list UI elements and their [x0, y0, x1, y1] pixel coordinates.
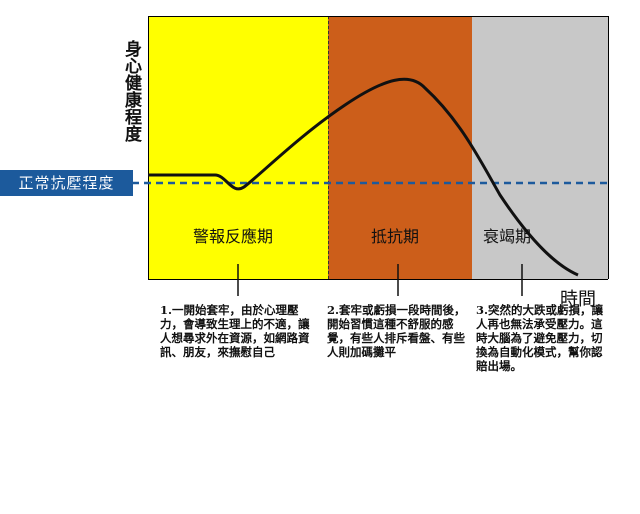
phase-label-resistance: 抵抗期 — [371, 227, 420, 246]
resistance-phase-zone — [328, 16, 474, 279]
note-resistance-phase: 2.套牢或虧損一段時間後，開始習慣這種不舒服的感覺，有些人排斥看盤、有些人則加碼… — [327, 303, 466, 359]
note-alarm-phase: 1.一開始套牢，由於心理壓力，會導致生理上的不適，讓人想尋求外在資源，如網路資訊… — [160, 303, 310, 359]
note-exhaustion-phase: 3.突然的大跌或虧損，讓人再也無法承受壓力。這時大腦為了避免壓力，切換為自動化模… — [476, 303, 604, 373]
stress-curve — [148, 77, 579, 277]
x-axis-label: 時間 — [560, 289, 596, 310]
frame-right-border — [608, 16, 609, 279]
frame-top-border — [148, 16, 608, 17]
frame-bottom-border — [148, 279, 608, 280]
phase-label-alarm: 警報反應期 — [193, 227, 274, 246]
exhaustion-phase-zone — [472, 16, 608, 279]
alarm-phase-zone — [148, 16, 329, 279]
phase-label-exhaustion: 衰竭期 — [483, 227, 532, 246]
y-axis-label: 身心健康程度 — [121, 40, 141, 142]
